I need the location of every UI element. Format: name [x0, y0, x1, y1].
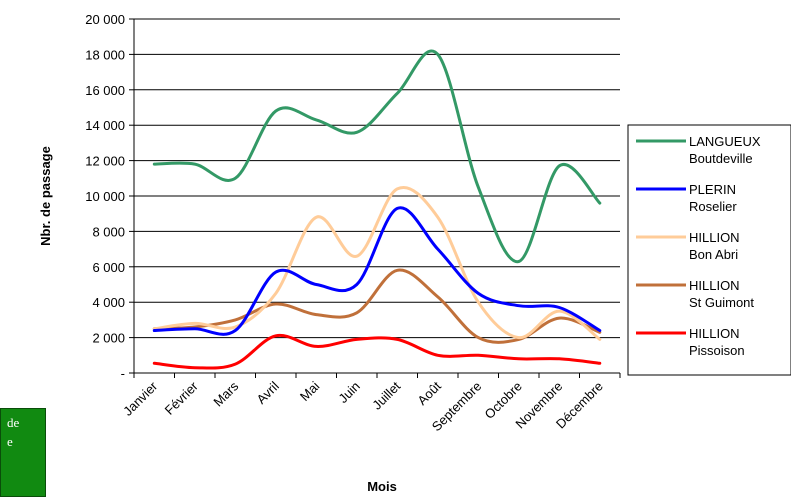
- legend-label-line1: LANGUEUX: [689, 134, 761, 149]
- axes: [129, 18, 621, 378]
- y-tick-label: 10 000: [85, 189, 125, 204]
- note-line-2: e: [7, 434, 13, 449]
- x-tick-label: Février: [162, 378, 202, 418]
- legend-label-line2: Boutdeville: [689, 151, 753, 166]
- green-note-box: de e: [0, 408, 46, 497]
- x-tick-label: Janvier: [120, 378, 161, 419]
- x-tick-label: Avril: [254, 378, 282, 406]
- y-tick-label: -: [121, 366, 125, 381]
- y-tick-label: 14 000: [85, 118, 125, 133]
- series-lines: [152, 49, 602, 370]
- y-tick-label: 4 000: [92, 295, 125, 310]
- y-tick-label: 6 000: [92, 260, 125, 275]
- x-tick-label: Mars: [210, 378, 241, 409]
- y-axis-title: Nbr. de passage: [38, 146, 53, 246]
- series-line: [152, 206, 602, 336]
- y-tick-label: 12 000: [85, 154, 125, 169]
- legend-label-line2: Bon Abri: [689, 247, 738, 262]
- grid-lines: [134, 18, 620, 339]
- y-tick-labels: - 2 000 4 000 6 000 8 000 10 000 12 000 14 000 1…: [85, 12, 125, 381]
- x-tick-label: Août: [414, 378, 444, 408]
- x-tick-labels: Janvier Février Mars Avril Mai Juin Juillet Aoû…: [120, 378, 606, 434]
- legend: LANGUEUX Boutdeville PLERIN Roselier HILLION…: [627, 124, 791, 376]
- legend-label-line1: HILLION: [689, 326, 740, 341]
- legend-label-line2: Roselier: [689, 199, 737, 214]
- legend-label-line1: HILLION: [689, 230, 740, 245]
- y-tick-label: 20 000: [85, 12, 125, 27]
- legend-label-line1: PLERIN: [689, 182, 736, 197]
- legend-label-line2: St Guimont: [689, 295, 754, 310]
- y-tick-label: 8 000: [92, 224, 125, 239]
- legend-label-line2: Pissoison: [689, 343, 745, 358]
- y-tick-label: 2 000: [92, 331, 125, 346]
- y-tick-label: 18 000: [85, 47, 125, 62]
- x-axis-title: Mois: [367, 479, 397, 494]
- x-tick-label: Juin: [335, 379, 362, 406]
- legend-label-line1: HILLION: [689, 278, 740, 293]
- series-line: [152, 49, 602, 264]
- y-tick-label: 16 000: [85, 83, 125, 98]
- x-tick-label: Juillet: [369, 378, 403, 412]
- note-line-1: de: [7, 415, 20, 430]
- series-line: [152, 333, 602, 370]
- series-line: [152, 185, 602, 341]
- x-tick-label: Mai: [297, 378, 322, 403]
